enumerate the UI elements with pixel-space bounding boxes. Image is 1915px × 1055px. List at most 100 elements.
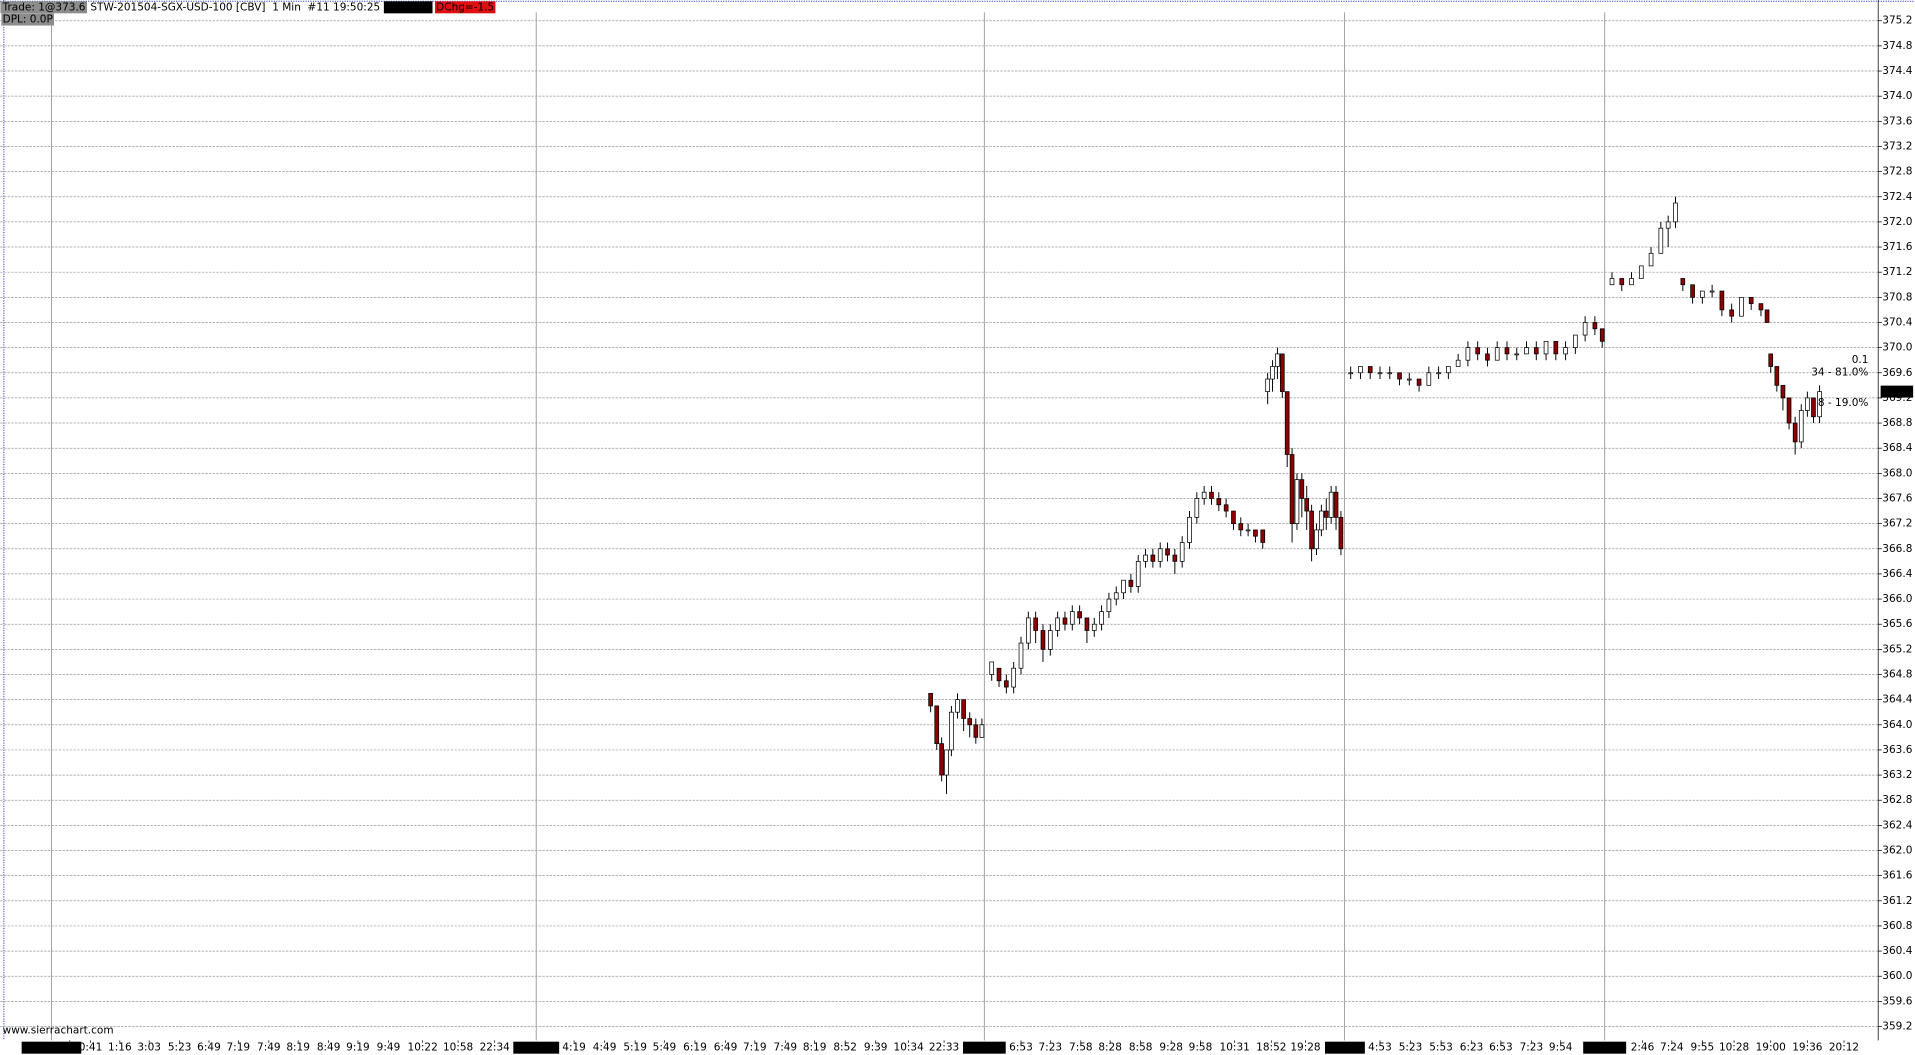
candle-body [1485,353,1490,361]
session-label: 4-26 Su [1584,1042,1625,1054]
candle-body [1011,667,1016,688]
session-label: 4-22 We [515,1042,558,1054]
x-tick-label: 8:58 [1129,1042,1153,1054]
label-box [383,1,433,14]
y-tick-label: 375.2 [1882,15,1912,27]
candle-body [1774,366,1780,386]
candle-body [1690,284,1695,298]
candle-body [1069,611,1075,625]
candle-body [1299,479,1305,499]
x-tick-label: 0:41 [79,1042,103,1054]
y-tick-label: 374.4 [1882,65,1912,77]
candle-body [1333,491,1339,518]
y-tick-label: 363.2 [1882,769,1912,781]
x-tick-label: 8:49 [317,1042,341,1054]
x-tick-label: 19:00 [1756,1042,1786,1054]
footer: www.sierrachart.com [3,1025,114,1037]
candle-body [1275,353,1280,367]
candle-body [1358,366,1363,374]
candle-body [1179,542,1185,562]
candle-body [1238,523,1244,531]
y-tick-label: 366.0 [1882,593,1912,605]
x-tick-label: 9:19 [346,1042,370,1054]
label-box [963,1041,1006,1054]
x-tick-label: 7:49 [257,1042,281,1054]
candle-body [1573,334,1578,348]
x-tick-label: 4:49 [593,1042,617,1054]
candle-body [1748,296,1754,304]
y-tick-label: 374.8 [1882,40,1912,52]
candle-body [1135,560,1141,587]
candle-body [1314,529,1319,550]
candle-body [1700,290,1705,298]
session-label: 4-24 Fr [1326,1042,1363,1054]
candle-body [1416,378,1422,386]
x-tick-label: 6:53 [1009,1042,1033,1054]
x-tick-label: 19:36 [1792,1042,1823,1054]
candle-body [934,705,940,745]
x-tick-label: 18:52 [1256,1042,1286,1054]
candle-body [1805,397,1810,411]
candle-body [979,724,985,738]
x-tick-label: 9:39 [864,1042,888,1054]
candle-body [1780,384,1786,399]
x-tick-label: 8:19 [286,1042,310,1054]
candle-body [1304,498,1310,512]
x-tick-label: 8:52 [833,1042,857,1054]
candle-body [1231,510,1236,524]
candle-body [1150,554,1156,562]
candle-body [1047,630,1053,650]
candle-body [1494,347,1500,361]
candle-body [989,661,995,675]
y-tick-label: 372.8 [1882,166,1912,178]
y-tick-label: 360.0 [1882,970,1912,982]
candle-body [1648,252,1654,267]
candle-body [1165,548,1170,556]
candle-body [1406,378,1412,381]
annotation: 0.1 [1852,354,1869,366]
candle-body [1084,617,1090,631]
x-tick-label: 10:28 [1719,1042,1749,1054]
y-tick-label: 368.8 [1882,417,1912,429]
y-tick-label: 369.2 [1882,392,1912,404]
candle-body [1018,642,1024,669]
candle-body [1172,554,1178,562]
y-tick-label: 371.2 [1882,266,1912,278]
x-tick-label: 4:19 [562,1042,586,1054]
candle-body [1121,579,1126,594]
y-tick-label: 372.0 [1882,216,1912,228]
axes: 359.2 359.6 360.0 360.4 360.8 361.2 361.6 362.0… [21,0,1914,1054]
candle-body [1387,372,1393,375]
y-tick-label: 359.6 [1882,995,1912,1007]
x-tick-label: 9:58 [1189,1042,1213,1054]
x-tick-label: 7:23 [1039,1042,1063,1054]
x-tick-label: 22:34 [480,1042,511,1054]
candle-body [1194,498,1200,518]
y-tick-label: 366.4 [1882,568,1912,580]
candle-body [1106,598,1112,613]
candle-body [1709,290,1715,293]
x-tick-label: 2:46 [1631,1042,1655,1054]
candle-body [1533,347,1539,355]
candle-body [1091,623,1097,631]
label-box [1324,1041,1365,1054]
x-tick-label: 5:53 [1429,1042,1453,1054]
y-tick-label: 364.8 [1882,668,1912,680]
y-tick-label: 360.8 [1882,920,1912,932]
label-box [21,1041,82,1054]
label-box [434,1,496,14]
candle-body [1524,347,1529,355]
candle-body [939,743,944,776]
y-tick-label: 371.6 [1882,241,1912,253]
y-tick-label: 368.4 [1882,442,1912,454]
candle-body [1658,227,1664,254]
y-tick-label: 373.2 [1882,140,1912,152]
candle-body [1455,359,1461,367]
candle-body [1338,516,1344,550]
x-tick-label: 6:23 [1460,1042,1484,1054]
x-tick-label: 10:58 [443,1042,473,1054]
x-tick-label: 8:28 [1098,1042,1122,1054]
label-box [1880,385,1914,398]
candle-body [1504,347,1510,355]
